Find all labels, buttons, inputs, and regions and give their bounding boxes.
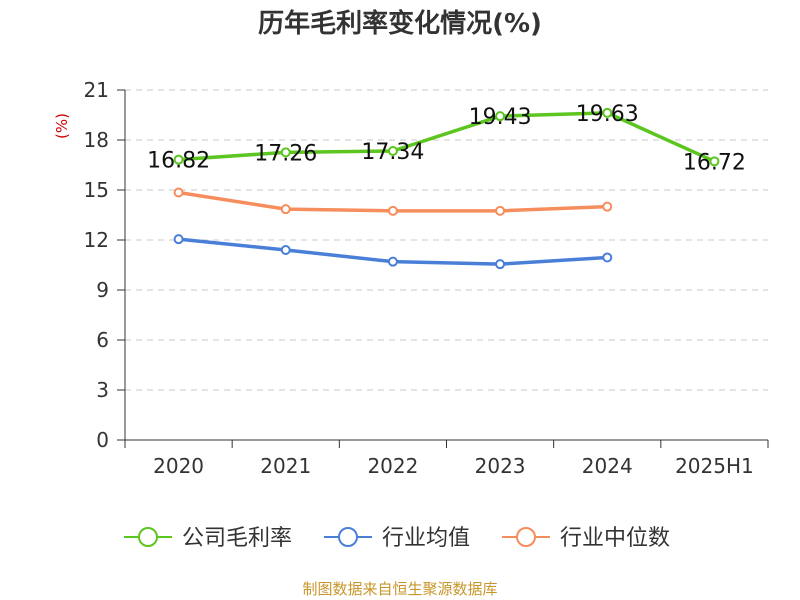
chart-title: 历年毛利率变化情况(%) (258, 8, 542, 39)
legend-item-1[interactable]: 公司毛利率 (124, 526, 292, 551)
y-tick-label: 18 (84, 128, 109, 152)
legend-marker (338, 527, 358, 547)
data-label: 16.72 (683, 150, 746, 175)
y-tick-label: 21 (84, 78, 109, 102)
data-point (173, 234, 184, 245)
data-point (387, 205, 398, 216)
grid-lines (125, 89, 768, 391)
legend-marker (516, 527, 536, 547)
data-label: 16.82 (147, 149, 210, 174)
data-point (280, 245, 291, 255)
y-tick-label: 0 (96, 428, 109, 452)
data-point (602, 107, 613, 118)
legend-item-2[interactable]: 行业均值 (324, 526, 470, 551)
x-tick-label: 2023 (475, 454, 526, 478)
legend-marker (138, 527, 158, 547)
data-point (495, 111, 506, 122)
y-tick-label: 9 (96, 278, 109, 302)
data-point (387, 256, 398, 267)
x-tick-label: 2020 (153, 454, 204, 478)
data-label: 17.26 (254, 141, 317, 166)
series-layer (173, 107, 720, 270)
data-point (173, 154, 184, 165)
legend-label: 行业均值 (382, 526, 470, 551)
axes: 0 3 6 9 12 15 18 21 2020 2021 2022 2023 2024 2025H1 (84, 78, 769, 478)
data-point (709, 156, 720, 167)
data-point (602, 252, 613, 263)
data-point (602, 201, 613, 212)
data-labels: 16.82 17.26 17.34 19.43 19.63 16.72 (147, 102, 746, 175)
source-note: 制图数据来自恒生聚源数据库 (302, 580, 497, 598)
data-point (495, 205, 506, 216)
y-axis-unit: (%) (53, 113, 71, 139)
legend-label: 行业中位数 (560, 526, 670, 551)
legend-item-3[interactable]: 行业中位数 (502, 526, 670, 551)
data-point (495, 259, 506, 270)
data-point (280, 147, 291, 158)
data-label: 19.63 (576, 102, 639, 127)
data-point (280, 204, 291, 215)
x-tick-label: 2024 (582, 454, 633, 478)
legend-label: 公司毛利率 (182, 526, 292, 551)
x-tick-label: 2022 (367, 454, 418, 478)
x-tick-label: 2021 (260, 454, 311, 478)
y-tick-label: 12 (84, 228, 109, 252)
data-point (387, 146, 398, 156)
data-label: 17.34 (361, 140, 424, 165)
legend[interactable]: 公司毛利率 行业均值 行业中位数 (124, 526, 670, 551)
data-point (173, 187, 184, 198)
y-tick-label: 3 (96, 378, 109, 402)
y-tick-label: 15 (84, 178, 109, 202)
x-tick-label: 2025H1 (675, 454, 754, 478)
series-line-1 (178, 111, 716, 163)
data-label: 19.43 (469, 105, 532, 130)
y-tick-label: 6 (96, 328, 109, 352)
